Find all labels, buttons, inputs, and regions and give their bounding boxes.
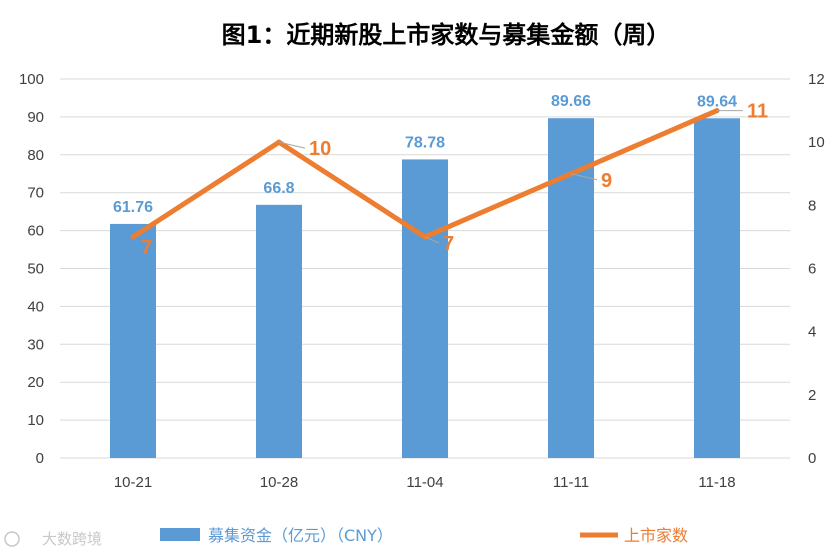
data-labels: 61.76 66.8 78.78 89.66 89.64 7 10 7 9 11 [113, 93, 768, 259]
y-left-tick-label: 0 [36, 450, 44, 467]
watermark-text: 大数跨境 [42, 530, 102, 548]
y-left-tick-label: 10 [27, 412, 44, 429]
line-value-label: 10 [309, 138, 331, 160]
y-right-tick-label: 10 [808, 134, 825, 151]
y-left-tick-label: 20 [27, 374, 44, 391]
y-right-tick-label: 8 [808, 197, 816, 214]
bar-value-label: 78.78 [405, 134, 445, 151]
legend-bar-swatch [160, 528, 200, 541]
bar-series [110, 118, 740, 458]
y-left-tick-label: 50 [27, 261, 44, 278]
y-left-tick-label: 30 [27, 336, 44, 353]
line-value-label: 7 [141, 237, 152, 259]
legend: 募集资金（亿元）（CNY） 上市家数 [160, 526, 688, 545]
x-tick-label: 10-28 [260, 474, 298, 491]
y-right-tick-label: 2 [808, 387, 816, 404]
bar [256, 204, 302, 458]
bar-value-label: 89.66 [551, 93, 591, 110]
y-left-tick-label: 100 [19, 71, 44, 88]
line-point [130, 234, 136, 240]
y-right-tick-label: 6 [808, 261, 816, 278]
line-value-label: 11 [747, 101, 768, 123]
y-left-tick-label: 60 [27, 223, 44, 240]
chart-title: 图1：近期新股上市家数与募集金额（周） [222, 21, 671, 49]
y-right-tick-label: 0 [808, 450, 816, 467]
legend-bar-label: 募集资金（亿元）（CNY） [208, 526, 393, 545]
y-left-tick-label: 70 [27, 185, 44, 202]
legend-line-label: 上市家数 [624, 526, 688, 545]
x-tick-label: 10-21 [114, 474, 152, 491]
bar [694, 118, 740, 458]
y-left-tick-label: 80 [27, 147, 44, 164]
x-axis-ticks: 10-21 10-28 11-04 11-11 11-18 [114, 474, 736, 491]
x-tick-label: 11-18 [698, 474, 735, 491]
y-left-tick-label: 90 [27, 109, 44, 126]
y-axis-right: 0 2 4 6 8 10 12 [808, 71, 825, 467]
bar-value-label: 61.76 [113, 199, 153, 216]
y-left-tick-label: 40 [27, 298, 44, 315]
y-axis-left: 0 10 20 30 40 50 60 70 80 90 100 [19, 71, 44, 467]
leader-line [278, 141, 306, 149]
bar [402, 159, 448, 458]
watermark: 大数跨境 [4, 530, 102, 548]
leader-line [424, 236, 440, 244]
y-right-tick-label: 12 [808, 71, 825, 88]
bar-value-label: 66.8 [263, 180, 294, 197]
watermark-logo-icon [4, 531, 20, 547]
leader-line [570, 173, 598, 181]
bar [110, 223, 156, 458]
bar-value-label: 89.64 [697, 93, 737, 110]
line-value-label: 7 [443, 233, 454, 255]
line-value-label: 9 [601, 170, 612, 192]
x-tick-label: 11-11 [553, 474, 589, 491]
x-tick-label: 11-04 [406, 474, 443, 491]
y-right-tick-label: 4 [808, 324, 816, 341]
